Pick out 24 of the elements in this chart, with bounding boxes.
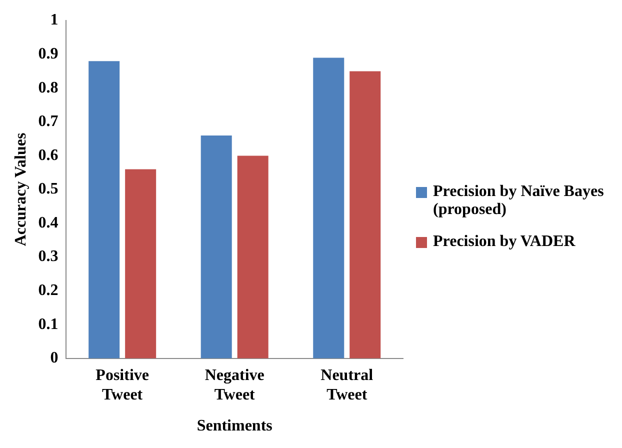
y-tick-label: 0.9	[38, 46, 58, 63]
x-tick-label: Negative Tweet	[204, 367, 264, 404]
y-axis-title: Accuracy Values	[12, 132, 30, 246]
x-axis-title: Sentiments	[196, 418, 272, 435]
bar	[350, 71, 381, 358]
y-tick-label: 0.2	[38, 282, 58, 299]
y-tick-label: 0.8	[38, 79, 58, 96]
bar	[237, 156, 268, 358]
bar	[88, 61, 120, 358]
bar	[200, 135, 232, 358]
legend-label: Precision by VADER	[433, 233, 576, 251]
y-tick-label: 1	[50, 12, 58, 29]
bar	[313, 58, 344, 358]
y-tick-label: 0.4	[38, 214, 58, 232]
x-tick-label: Positive Tweet	[96, 367, 149, 404]
y-tick-label: 0.3	[38, 248, 58, 266]
y-tick-label: 0.1	[38, 316, 58, 333]
y-tick-label: 0	[50, 350, 58, 367]
x-tick-label: Neutral Tweet	[320, 367, 374, 404]
bar	[125, 169, 156, 358]
y-tick-label: 0.6	[38, 146, 58, 164]
legend-label: Precision by Naïve Bayes (proposed)	[433, 183, 605, 219]
y-tick-label: 0.7	[38, 113, 58, 130]
y-tick-label: 0.5	[38, 180, 58, 198]
